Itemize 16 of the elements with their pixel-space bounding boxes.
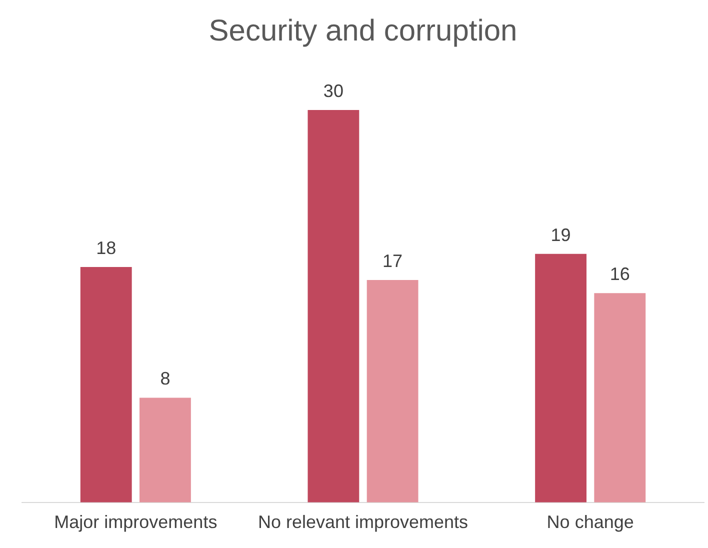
data-label: 16 [610, 264, 630, 284]
bar [535, 254, 586, 502]
data-label: 8 [160, 368, 170, 389]
bar [594, 293, 646, 502]
data-label: 18 [96, 238, 116, 258]
x-tick-label: No relevant improvements [258, 512, 468, 532]
data-label: 19 [550, 224, 571, 245]
bar [366, 280, 418, 502]
x-tick-label: Major improvements [54, 512, 218, 532]
bar [80, 266, 132, 502]
data-label: 17 [382, 251, 403, 272]
data-label: 30 [323, 80, 344, 101]
x-tick-label: No change [546, 512, 634, 532]
bar [140, 398, 191, 502]
bar [308, 110, 360, 502]
chart-title: Security and corruption [208, 14, 518, 48]
